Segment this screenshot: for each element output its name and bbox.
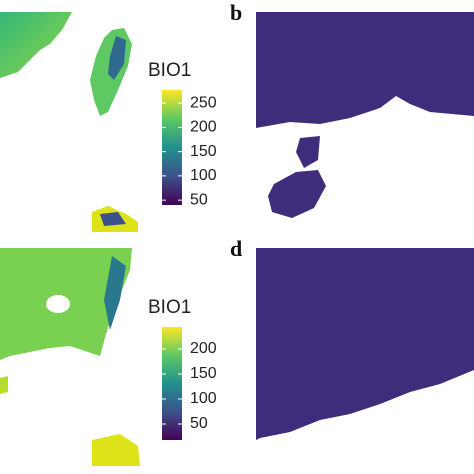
colorbar: BIO1 50 100 150 200 (148, 297, 217, 440)
map-b (256, 12, 474, 222)
tick-label: 50 (190, 415, 208, 432)
map-d (256, 248, 474, 466)
colorbar-gradient (162, 90, 182, 205)
tick-label: 150 (190, 365, 217, 382)
colorbar-gradient (162, 327, 182, 440)
tick-label: 100 (190, 167, 217, 184)
panel-label: d (230, 236, 242, 261)
colorbar: BIO1 50 100 150 200 250 (148, 60, 217, 208)
tick-label: 150 (190, 143, 217, 160)
tick-label: 100 (190, 390, 217, 407)
tick-label: 200 (190, 119, 217, 136)
map-a (0, 12, 138, 232)
colorbar-title: BIO1 (148, 297, 191, 318)
tick-label: 200 (190, 340, 217, 357)
colorbar-title: BIO1 (148, 60, 191, 81)
panel-label: b (230, 0, 242, 25)
map-c (0, 248, 140, 466)
tick-label: 50 (190, 191, 208, 208)
tick-label: 250 (190, 94, 217, 111)
